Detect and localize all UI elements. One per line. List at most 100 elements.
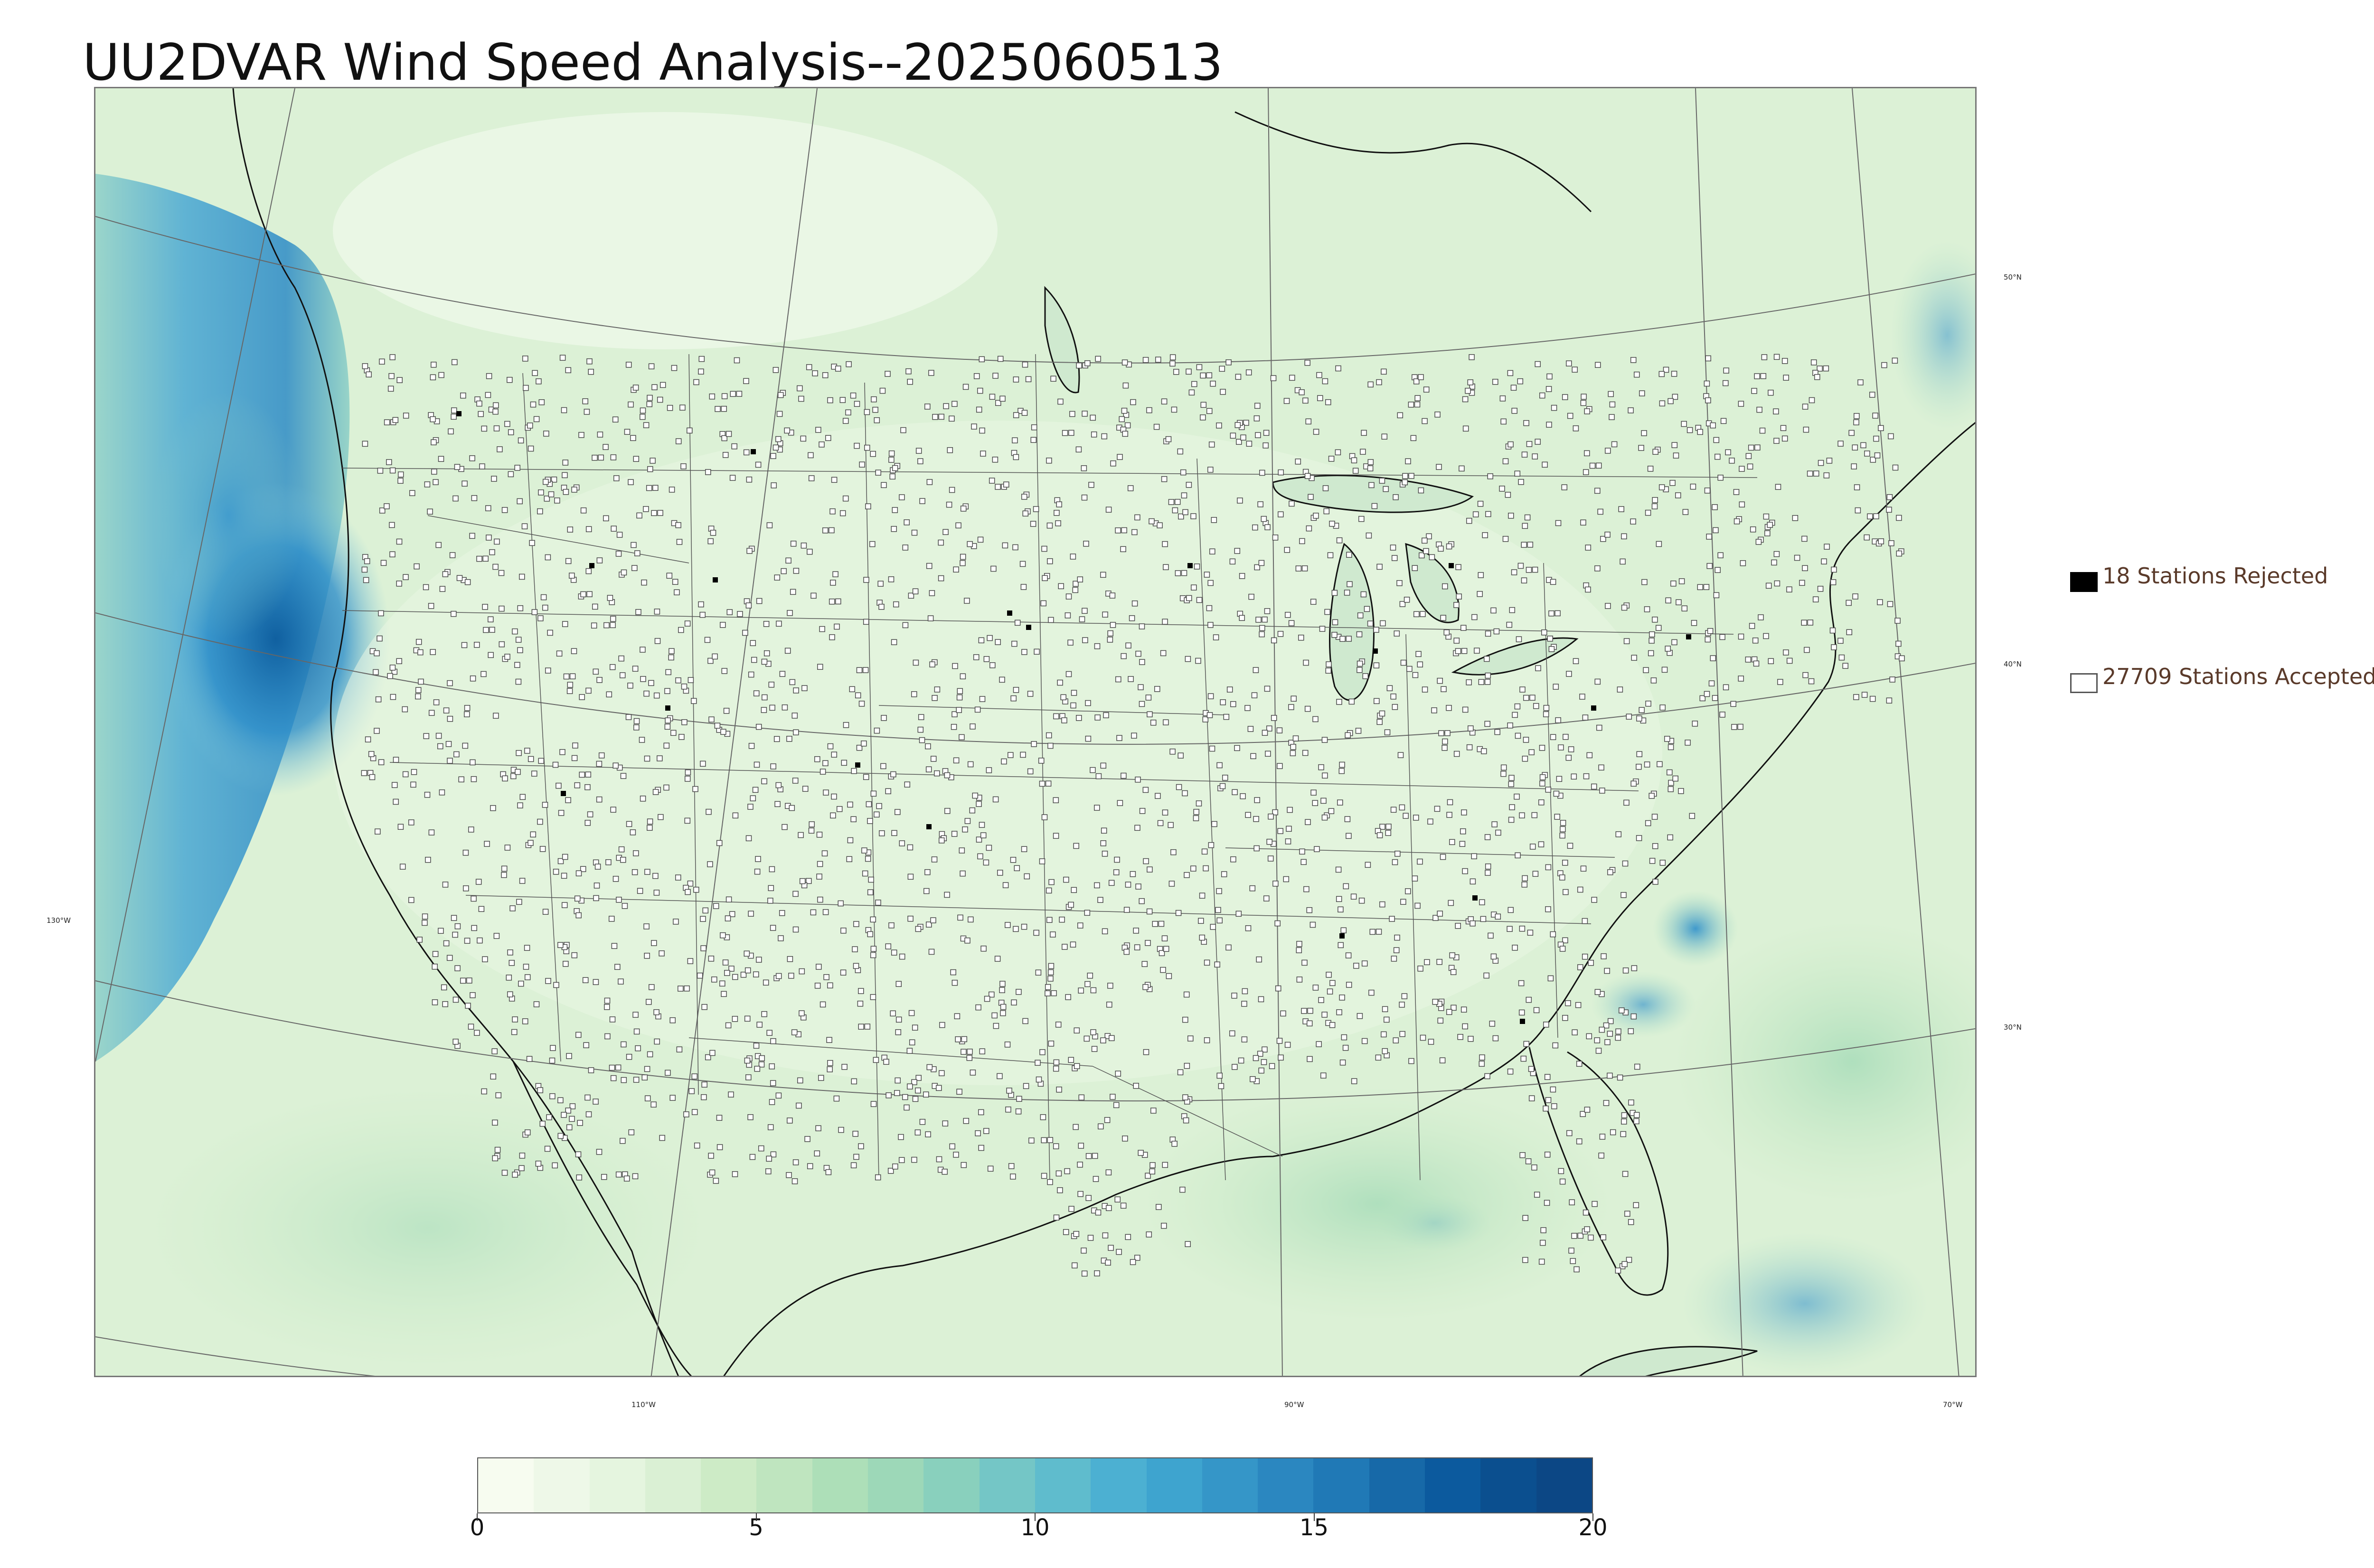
station-accepted-marker	[1181, 492, 1187, 498]
station-accepted-marker	[1526, 567, 1532, 573]
station-accepted-marker	[784, 648, 791, 654]
station-accepted-marker	[1138, 684, 1144, 690]
station-accepted-marker	[498, 570, 505, 576]
station-accepted-marker	[784, 427, 790, 434]
station-accepted-marker	[983, 656, 990, 662]
station-accepted-marker	[1139, 623, 1145, 629]
station-accepted-marker	[1628, 1219, 1634, 1225]
station-accepted-marker	[1021, 649, 1027, 655]
station-accepted-marker	[1232, 1064, 1238, 1070]
station-accepted-marker	[1095, 1209, 1102, 1216]
station-accepted-marker	[1182, 509, 1188, 516]
station-accepted-marker	[533, 1001, 540, 1007]
station-accepted-marker	[833, 1095, 840, 1102]
station-accepted-marker	[1523, 695, 1529, 701]
station-accepted-marker	[799, 1010, 805, 1016]
station-accepted-marker	[1087, 972, 1093, 979]
lat-label-30n: 30°N	[2004, 1023, 2022, 1032]
station-accepted-marker	[1621, 533, 1627, 540]
station-accepted-marker	[1663, 366, 1669, 373]
station-accepted-marker	[929, 661, 935, 667]
station-accepted-marker	[907, 378, 913, 385]
station-accepted-marker	[1588, 959, 1594, 966]
station-accepted-marker	[483, 627, 489, 633]
station-accepted-marker	[1094, 882, 1100, 889]
station-accepted-marker	[1826, 458, 1833, 464]
station-accepted-marker	[829, 527, 835, 534]
station-accepted-marker	[1456, 593, 1462, 600]
colorbar-segment	[701, 1458, 757, 1512]
station-accepted-marker	[1581, 394, 1587, 400]
station-accepted-marker	[748, 742, 755, 749]
map-panel[interactable]	[94, 87, 1977, 1377]
station-accepted-marker	[821, 850, 828, 856]
station-accepted-marker	[748, 671, 754, 678]
station-accepted-marker	[1877, 599, 1883, 605]
station-accepted-marker	[956, 707, 962, 713]
station-accepted-marker	[1673, 452, 1679, 459]
station-accepted-marker	[1149, 1162, 1156, 1168]
station-accepted-marker	[1636, 751, 1643, 757]
station-accepted-marker	[716, 840, 723, 846]
station-accepted-marker	[1258, 996, 1264, 1003]
station-accepted-marker	[1896, 515, 1902, 521]
station-accepted-marker	[801, 542, 807, 549]
station-accepted-marker	[1427, 818, 1433, 825]
station-accepted-marker	[1113, 869, 1120, 875]
station-accepted-marker	[465, 1003, 471, 1009]
station-accepted-marker	[1345, 952, 1352, 958]
station-accepted-marker	[1219, 366, 1225, 372]
station-accepted-marker	[517, 802, 523, 808]
station-accepted-marker	[953, 1152, 959, 1158]
station-accepted-marker	[428, 829, 435, 836]
station-accepted-marker	[1073, 581, 1079, 587]
station-accepted-marker	[1159, 950, 1165, 957]
station-accepted-marker	[1288, 620, 1295, 626]
station-accepted-marker	[389, 354, 396, 360]
station-accepted-marker	[1472, 511, 1479, 517]
station-accepted-marker	[1162, 809, 1168, 816]
lake-superior	[1272, 475, 1474, 513]
station-accepted-marker	[1160, 967, 1166, 973]
station-accepted-marker	[789, 679, 796, 685]
station-accepted-marker	[1754, 373, 1760, 379]
station-accepted-marker	[929, 590, 935, 596]
station-accepted-marker	[1500, 418, 1507, 425]
station-accepted-marker	[1471, 614, 1478, 620]
station-accepted-marker	[1582, 714, 1589, 721]
station-accepted-marker	[1508, 513, 1514, 519]
station-accepted-marker	[1367, 381, 1374, 388]
station-accepted-marker	[563, 673, 570, 680]
station-accepted-marker	[746, 548, 753, 554]
station-accepted-marker	[1342, 1044, 1349, 1051]
station-accepted-marker	[711, 976, 717, 983]
station-accepted-marker	[1621, 604, 1628, 611]
station-accepted-marker	[1507, 370, 1514, 376]
station-accepted-marker	[1068, 1057, 1074, 1063]
station-accepted-marker	[516, 750, 522, 756]
station-accepted-marker	[1423, 548, 1429, 554]
station-accepted-marker	[930, 756, 937, 762]
station-accepted-marker	[624, 429, 631, 435]
station-accepted-marker	[926, 479, 933, 485]
station-accepted-marker	[1253, 1055, 1259, 1061]
station-accepted-marker	[535, 1160, 542, 1167]
station-accepted-marker	[1301, 959, 1308, 966]
station-accepted-marker	[829, 598, 835, 605]
station-accepted-marker	[966, 1055, 973, 1061]
station-accepted-marker	[1552, 1042, 1559, 1049]
station-accepted-marker	[1756, 406, 1762, 413]
station-accepted-marker	[899, 953, 905, 960]
station-accepted-marker	[1182, 1016, 1188, 1023]
station-accepted-marker	[1649, 858, 1656, 864]
station-accepted-marker	[1068, 430, 1074, 436]
station-accepted-marker	[767, 1124, 774, 1130]
station-accepted-marker	[502, 775, 508, 782]
station-accepted-marker	[1886, 697, 1893, 704]
station-accepted-marker	[1573, 1266, 1580, 1273]
station-accepted-marker	[1589, 462, 1596, 469]
station-accepted-marker	[1566, 360, 1572, 366]
station-accepted-marker	[799, 968, 805, 975]
station-accepted-marker	[1420, 1034, 1426, 1041]
station-accepted-marker	[621, 1077, 627, 1083]
